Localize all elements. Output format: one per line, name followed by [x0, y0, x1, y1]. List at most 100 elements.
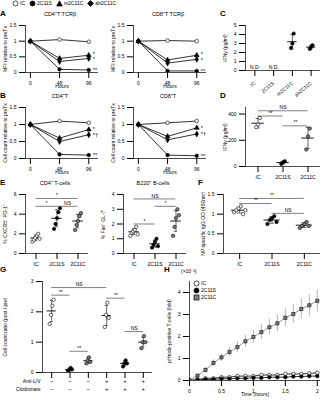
- svg-text:0: 0: [212, 250, 215, 256]
- svg-text:1.5: 1.5: [208, 191, 215, 197]
- svg-text:0: 0: [29, 80, 32, 86]
- svg-text:2C11S: 2C11S: [50, 261, 66, 267]
- svg-text:*: *: [144, 218, 146, 224]
- svg-text:2C11C: 2C11C: [300, 174, 316, 180]
- svg-text:4: 4: [112, 191, 115, 197]
- svg-text:−: −: [68, 378, 72, 384]
- svg-text:IC: IC: [237, 261, 242, 267]
- svg-text:0: 0: [234, 163, 237, 169]
- svg-text:Anti-L/V: Anti-L/V: [23, 378, 41, 384]
- svg-text:0: 0: [137, 166, 140, 172]
- svg-text:0.5: 0.5: [118, 53, 125, 59]
- svg-text:2C11S: 2C11S: [276, 174, 292, 180]
- svg-text:400: 400: [228, 111, 237, 117]
- svg-text:IFNγ (pg/ml): IFNγ (pg/ml): [222, 34, 228, 62]
- svg-text:*: *: [201, 125, 204, 131]
- svg-text:Clodronate: Clodronate: [16, 386, 41, 392]
- svg-text:NP-specific IgG OD (450nm): NP-specific IgG OD (450nm): [200, 192, 206, 256]
- svg-text:1.5: 1.5: [282, 388, 289, 394]
- svg-text:2: 2: [178, 333, 181, 339]
- svg-text:0: 0: [188, 388, 191, 394]
- svg-text:**: **: [93, 67, 98, 73]
- svg-text:2C11S: 2C11S: [265, 261, 281, 267]
- svg-text:**: **: [77, 345, 81, 351]
- svg-text:1: 1: [14, 38, 17, 44]
- svg-text:ah2C11C: ah2C11C: [293, 80, 313, 98]
- svg-text:**: **: [201, 68, 206, 74]
- svg-text:pHrodo-positive T-cells (fold): pHrodo-positive T-cells (fold): [166, 299, 172, 363]
- svg-text:% Fas⁺ GL-7⁺: % Fas⁺ GL-7⁺: [100, 209, 106, 240]
- svg-text:0.5: 0.5: [118, 138, 125, 144]
- svg-text:NS: NS: [285, 207, 293, 213]
- svg-text:0: 0: [29, 166, 32, 172]
- svg-text:Cell count ratio (post / pre): Cell count ratio (post / pre): [2, 297, 8, 356]
- svg-text:**: **: [59, 289, 63, 295]
- svg-text:2: 2: [316, 388, 319, 394]
- svg-text:IC: IC: [34, 261, 39, 267]
- svg-text:3: 3: [31, 278, 34, 284]
- svg-text:0: 0: [137, 80, 140, 86]
- svg-text:+: +: [142, 386, 146, 392]
- svg-text:96: 96: [86, 166, 92, 172]
- svg-text:NS: NS: [152, 193, 160, 199]
- svg-text:4: 4: [14, 211, 17, 217]
- svg-text:1.5: 1.5: [10, 22, 17, 28]
- svg-text:2C11C: 2C11C: [168, 261, 184, 267]
- svg-text:0.5: 0.5: [10, 138, 17, 144]
- svg-text:Time (hours): Time (hours): [241, 391, 269, 397]
- svg-text:+: +: [105, 386, 109, 392]
- svg-text:2C11C: 2C11C: [297, 261, 313, 267]
- svg-text:+: +: [105, 378, 109, 384]
- svg-text:**: **: [269, 110, 273, 116]
- svg-text:0: 0: [178, 377, 181, 383]
- svg-text:*†: *†: [201, 131, 206, 137]
- svg-text:2: 2: [31, 308, 34, 314]
- svg-text:2: 2: [14, 230, 17, 236]
- svg-text:N.D.: N.D.: [269, 64, 279, 70]
- svg-text:0: 0: [14, 155, 17, 161]
- svg-text:NS: NS: [64, 200, 72, 206]
- svg-text:IFNγ (pg/ml): IFNγ (pg/ml): [222, 123, 228, 151]
- svg-text:N.D.: N.D.: [250, 64, 260, 70]
- svg-text:1.5: 1.5: [10, 104, 17, 110]
- svg-text:−: −: [50, 386, 54, 392]
- svg-text:*: *: [93, 56, 96, 62]
- svg-text:+: +: [123, 386, 127, 392]
- svg-text:200: 200: [228, 137, 237, 143]
- svg-text:2: 2: [112, 221, 115, 227]
- svg-text:0.5: 0.5: [218, 388, 225, 394]
- svg-text:0: 0: [14, 250, 17, 256]
- svg-text:*: *: [56, 192, 58, 198]
- svg-text:1: 1: [234, 58, 237, 64]
- svg-text:+: +: [142, 378, 146, 384]
- svg-text:0.5: 0.5: [208, 230, 215, 236]
- svg-text:**: **: [254, 197, 258, 203]
- svg-text:NS: NS: [131, 325, 139, 331]
- svg-text:0: 0: [234, 67, 237, 73]
- svg-text:**: **: [294, 119, 298, 125]
- svg-text:m2C11C: m2C11C: [275, 80, 294, 97]
- svg-text:NS: NS: [76, 281, 84, 287]
- svg-text:Hours: Hours: [55, 83, 69, 89]
- svg-text:MFI relative to preTx: MFI relative to preTx: [110, 26, 116, 72]
- svg-text:*†: *†: [93, 132, 98, 138]
- svg-text:4: 4: [234, 31, 237, 37]
- svg-text:96: 96: [194, 80, 200, 86]
- svg-text:−: −: [50, 378, 54, 384]
- svg-text:1.5: 1.5: [118, 104, 125, 110]
- svg-text:0: 0: [14, 69, 17, 75]
- svg-text:*: *: [46, 200, 48, 206]
- svg-text:2C11S: 2C11S: [260, 80, 276, 95]
- svg-text:**: **: [114, 292, 118, 298]
- svg-text:2C11S: 2C11S: [148, 261, 164, 267]
- svg-text:0.5: 0.5: [10, 53, 17, 59]
- svg-text:**: **: [201, 153, 206, 159]
- svg-text:**: **: [93, 152, 98, 158]
- svg-text:2: 2: [234, 49, 237, 55]
- svg-text:3: 3: [234, 40, 237, 46]
- svg-text:MFI relative to preTx: MFI relative to preTx: [2, 26, 8, 72]
- svg-text:IC: IC: [249, 80, 257, 88]
- svg-text:Hours: Hours: [163, 169, 177, 175]
- svg-text:1: 1: [112, 235, 115, 241]
- svg-text:*: *: [93, 126, 96, 132]
